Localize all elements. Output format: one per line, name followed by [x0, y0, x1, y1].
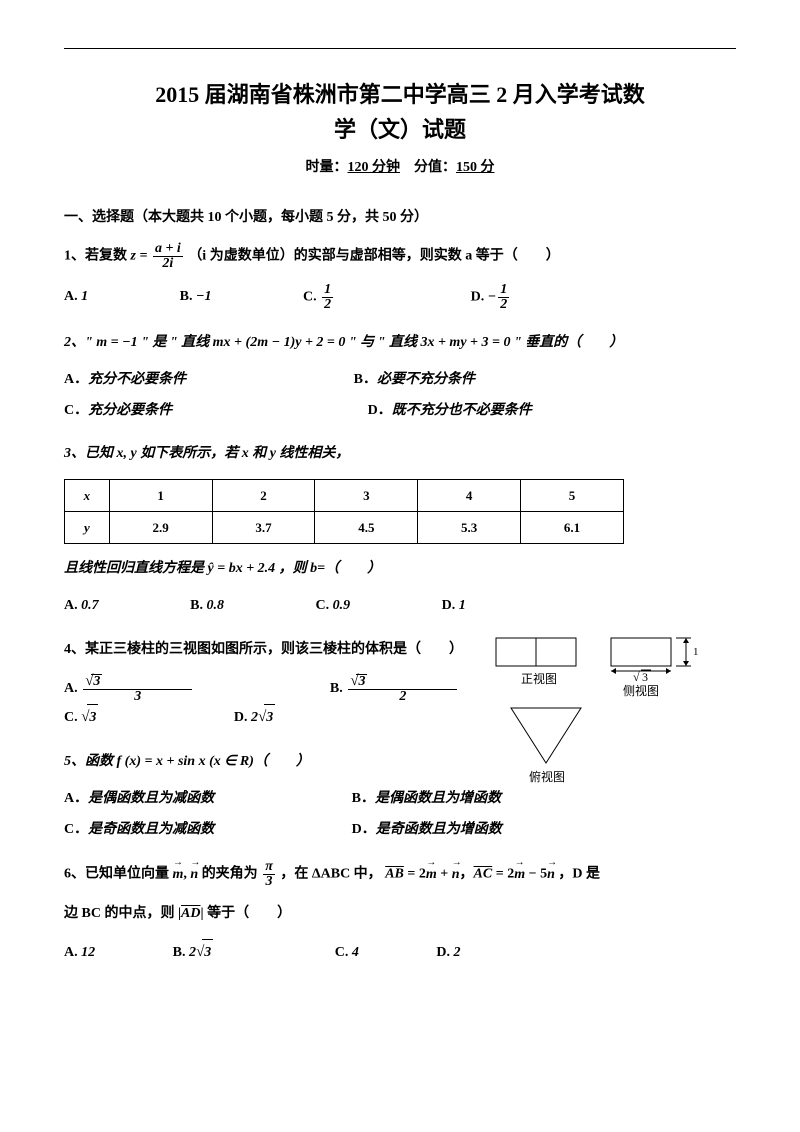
q1-opt-c: C. 12	[303, 283, 423, 312]
question-3b: 且线性回归直线方程是 ŷ = bx + 2.4 ，则 b=（ ）	[64, 556, 736, 581]
q4-text: 4、某正三棱柱的三视图如图所示，则该三棱柱的体积是（ ）	[64, 642, 463, 657]
q5-opt-c: C．是奇函数且为减函数	[64, 817, 258, 842]
q5-opt-d: D．是奇函数且为增函数	[352, 817, 546, 842]
top-rule	[64, 48, 736, 49]
q3-opt-a: A. 0.7	[64, 593, 143, 618]
q3-table: x 1 2 3 4 5 y 2.9 3.7 4.5 5.3 6.1	[64, 479, 624, 545]
q1-opt-d: D. −12	[471, 283, 600, 312]
q2-opt-d: D．既不充分也不必要条件	[368, 398, 576, 423]
q6-text-d: ，D 是	[558, 867, 600, 882]
q1-fraction: a + i2i	[151, 242, 185, 271]
score-label: 分值：	[414, 160, 456, 175]
q3-text-b: 且线性回归直线方程是 ŷ = bx + 2.4 ，则 b=（ ）	[64, 561, 381, 576]
q6-text-e: 边 BC 的中点，则	[64, 906, 178, 921]
q2-options: A．充分不必要条件 B．必要不充分条件 C．充分必要条件 D．既不充分也不必要条…	[64, 367, 736, 423]
svg-text:1: 1	[693, 646, 699, 658]
q1-options: A. 1 B. −1 C. 12 D. −12	[64, 283, 736, 312]
side-view-label: 侧视图	[623, 683, 659, 698]
table-row-x: x 1 2 3 4 5	[65, 479, 624, 511]
question-6: 6、已知单位向量 m, n 的夹角为 π3 ，在 ΔABC 中， AB = 2m…	[64, 860, 736, 889]
title-line2: 学（文）试题	[64, 112, 736, 147]
q6-opt-a: A. 12	[64, 940, 139, 965]
q6-text-c: ，在 ΔABC 中，	[280, 867, 381, 882]
q6-text-b: 的夹角为	[202, 867, 262, 882]
three-view-figure: 1 √ 3 正视图 侧视图 俯视图	[486, 633, 706, 791]
q6-opt-d: D. 2	[436, 940, 504, 965]
q6-text-f: 等于（ ）	[207, 906, 291, 921]
q3-opt-b: B. 0.8	[190, 593, 268, 618]
q2-opt-c: C．充分必要条件	[64, 398, 216, 423]
title-line1: 2015 届湖南省株洲市第二中学高三 2 月入学考试数	[64, 77, 736, 112]
time-value: 120 分钟	[348, 160, 401, 175]
front-view-label: 正视图	[521, 671, 557, 686]
q4-opt-c: C. 3	[64, 704, 186, 731]
q1-opt-a: A. 1	[64, 284, 132, 309]
svg-text:√: √	[633, 670, 640, 684]
time-label: 时量：	[306, 160, 348, 175]
q6-opt-c: C. 4	[335, 940, 403, 965]
question-2: 2、" m = −1 " 是 " 直线 mx + (2m − 1)y + 2 =…	[64, 330, 736, 355]
q3-opt-d: D. 1	[442, 593, 510, 618]
top-view-label: 俯视图	[529, 769, 565, 783]
svg-text:3: 3	[642, 670, 648, 684]
q2-text: 2、" m = −1 " 是 " 直线 mx + (2m − 1)y + 2 =…	[64, 335, 623, 350]
q6-options: A. 12 B. 23 C. 4 D. 2	[64, 939, 736, 966]
q6-text-a: 6、已知单位向量	[64, 867, 173, 882]
q5-text: 5、函数 f (x) = x + sin x (x ∈ R)（ ）	[64, 754, 310, 769]
q3-text-a: 3、已知 x, y 如下表所示，若 x 和 y 线性相关，	[64, 446, 349, 461]
score-value: 150 分	[456, 160, 495, 175]
table-row-y: y 2.9 3.7 4.5 5.3 6.1	[65, 511, 624, 543]
q1-text-b: （i 为虚数单位）的实部与虚部相等，则实数 a 等于（ ）	[188, 248, 559, 263]
q2-opt-b: B．必要不充分条件	[354, 367, 519, 392]
q1-text-a: 1、若复数	[64, 248, 131, 263]
exam-meta: 时量：120 分钟 分值：150 分	[64, 155, 736, 180]
q4-opt-d: D. 23	[234, 704, 363, 731]
q5-opt-a: A．是偶函数且为减函数	[64, 786, 258, 811]
question-1: 1、若复数 z = a + i2i （i 为虚数单位）的实部与虚部相等，则实数 …	[64, 242, 736, 271]
q2-opt-a: A．充分不必要条件	[64, 367, 230, 392]
q3-options: A. 0.7 B. 0.8 C. 0.9 D. 1	[64, 593, 736, 618]
q4-opt-a: A. 33	[64, 674, 282, 704]
q3-opt-c: C. 0.9	[315, 593, 394, 618]
question-6-line2: 边 BC 的中点，则 |AD| 等于（ ）	[64, 901, 736, 926]
q1-opt-b: B. −1	[180, 284, 256, 309]
question-3a: 3、已知 x, y 如下表所示，若 x 和 y 线性相关，	[64, 441, 736, 466]
q5-options: A．是偶函数且为减函数 B．是偶函数且为增函数 C．是奇函数且为减函数 D．是奇…	[64, 786, 736, 842]
section-1-heading: 一、选择题（本大题共 10 个小题，每小题 5 分，共 50 分）	[64, 205, 736, 230]
q6-opt-b: B. 23	[173, 939, 302, 966]
